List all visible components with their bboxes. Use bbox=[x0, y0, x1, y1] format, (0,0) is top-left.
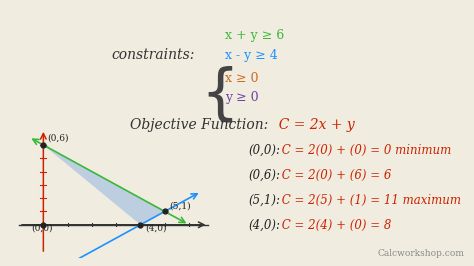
Text: x + y ≥ 6: x + y ≥ 6 bbox=[225, 28, 284, 41]
Text: x ≥ 0: x ≥ 0 bbox=[225, 72, 258, 85]
Text: (0,0): (0,0) bbox=[31, 223, 53, 232]
Text: C = 2(0) + (6) = 6: C = 2(0) + (6) = 6 bbox=[278, 168, 392, 181]
Text: (0,6): (0,6) bbox=[47, 134, 69, 143]
Text: constraints:: constraints: bbox=[111, 48, 195, 62]
Polygon shape bbox=[43, 145, 165, 225]
Text: C = 2x + y: C = 2x + y bbox=[270, 118, 355, 132]
Text: Objective Function:: Objective Function: bbox=[130, 118, 268, 132]
Text: $\{$: $\{$ bbox=[200, 65, 233, 125]
Text: C = 2(0) + (0) = 0 minimum: C = 2(0) + (0) = 0 minimum bbox=[278, 143, 451, 156]
Text: (0,6):: (0,6): bbox=[248, 168, 280, 181]
Text: (4,0): (4,0) bbox=[146, 223, 167, 232]
Text: C = 2(4) + (0) = 8: C = 2(4) + (0) = 8 bbox=[278, 218, 392, 231]
Text: y ≥ 0: y ≥ 0 bbox=[225, 92, 259, 105]
Text: x - y ≥ 4: x - y ≥ 4 bbox=[225, 48, 278, 61]
Text: (4,0):: (4,0): bbox=[248, 218, 280, 231]
Text: C = 2(5) + (1) = 11 maximum: C = 2(5) + (1) = 11 maximum bbox=[278, 193, 461, 206]
Text: Calcworkshop.com: Calcworkshop.com bbox=[378, 249, 465, 258]
Text: (5,1): (5,1) bbox=[170, 202, 191, 211]
Text: (5,1):: (5,1): bbox=[248, 193, 280, 206]
Text: (0,0):: (0,0): bbox=[248, 143, 280, 156]
